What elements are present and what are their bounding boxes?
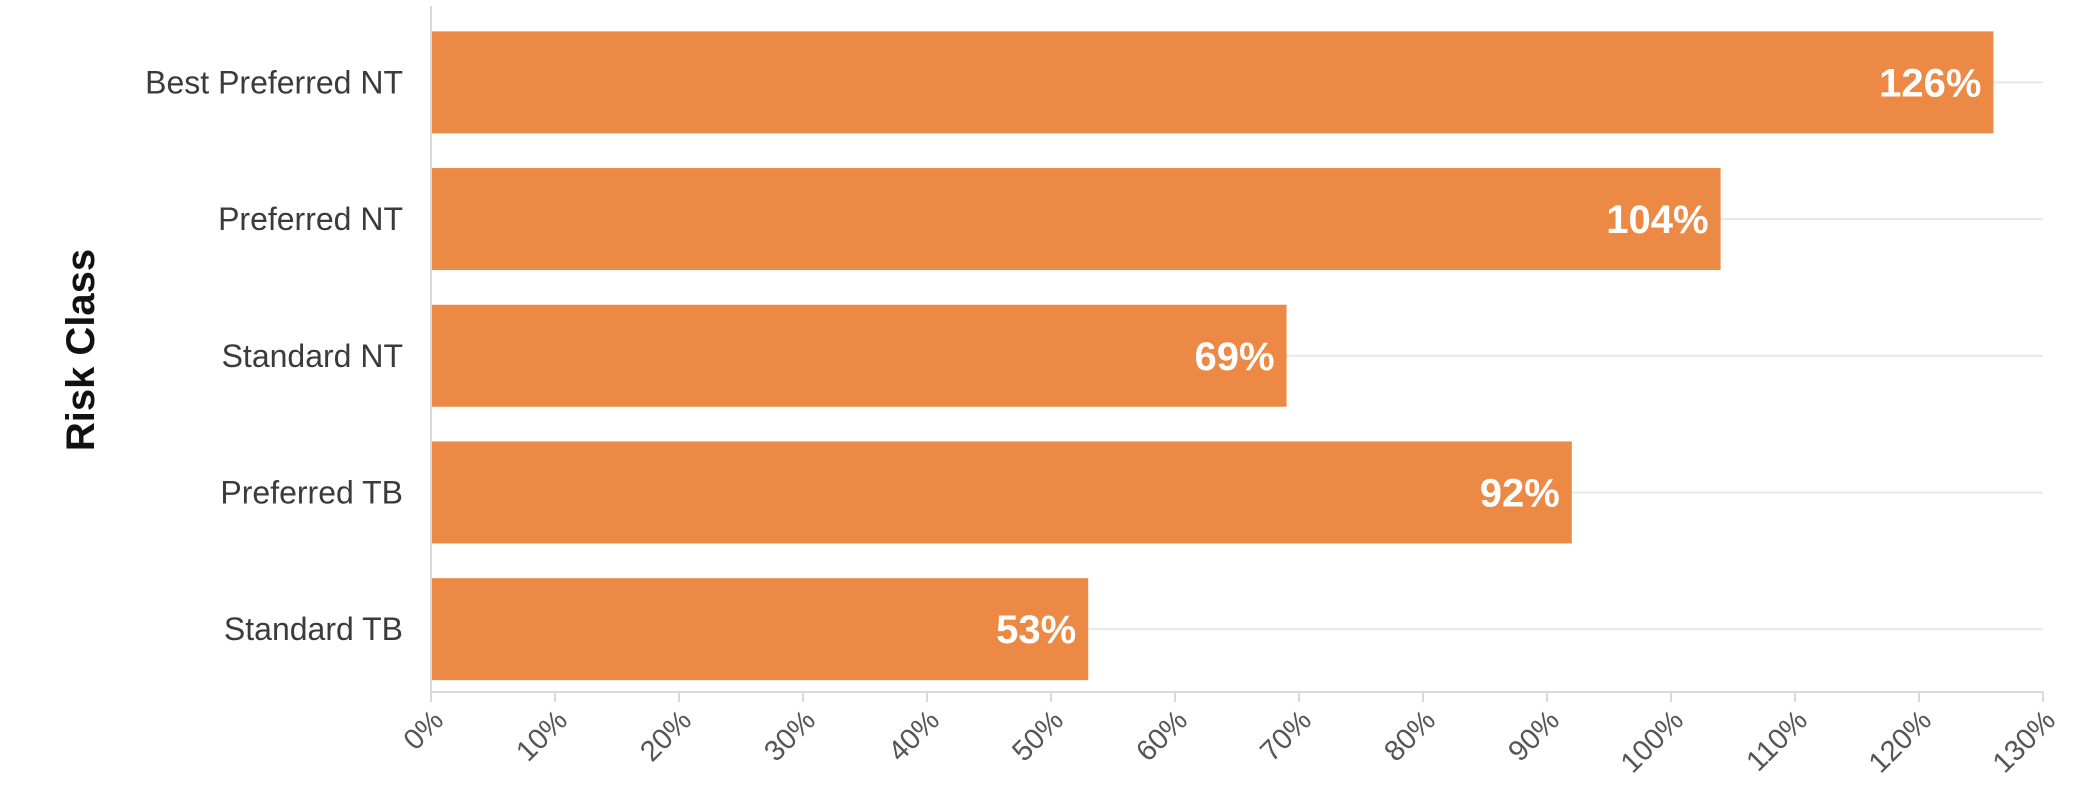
bar [431,441,1572,544]
bar [431,304,1287,407]
x-tick-label: 90% [1502,704,1566,768]
x-tick-label: 100% [1615,704,1690,779]
x-tick-label: 0% [398,704,450,756]
bar [431,31,1994,134]
bars [431,31,1994,681]
x-tick-label: 10% [510,704,574,768]
x-tick-label: 40% [882,704,946,768]
x-tick-label: 50% [1006,704,1070,768]
category-label: Standard NT [222,338,403,374]
y-axis-title: Risk Class [59,249,103,451]
bar [431,578,1089,681]
x-tick-label: 80% [1378,704,1442,768]
x-tick-label: 120% [1863,704,1938,779]
category-label: Preferred NT [218,201,403,237]
data-label: 126% [1879,61,1981,105]
x-tick-label: 70% [1254,704,1318,768]
category-label: Preferred TB [220,474,403,510]
x-tick-label: 20% [634,704,698,768]
axes [430,6,2044,702]
data-label: 53% [996,608,1076,652]
data-label: 69% [1195,335,1275,379]
x-tick-label: 30% [758,704,822,768]
x-tick-label: 130% [1987,704,2062,779]
data-label: 104% [1606,198,1708,242]
category-label: Standard TB [224,611,403,647]
x-tick-label: 110% [1740,704,1814,778]
x-tick-label: 60% [1130,704,1194,768]
category-label: Best Preferred NT [145,64,403,100]
data-label: 92% [1480,471,1560,515]
bar [431,168,1721,271]
